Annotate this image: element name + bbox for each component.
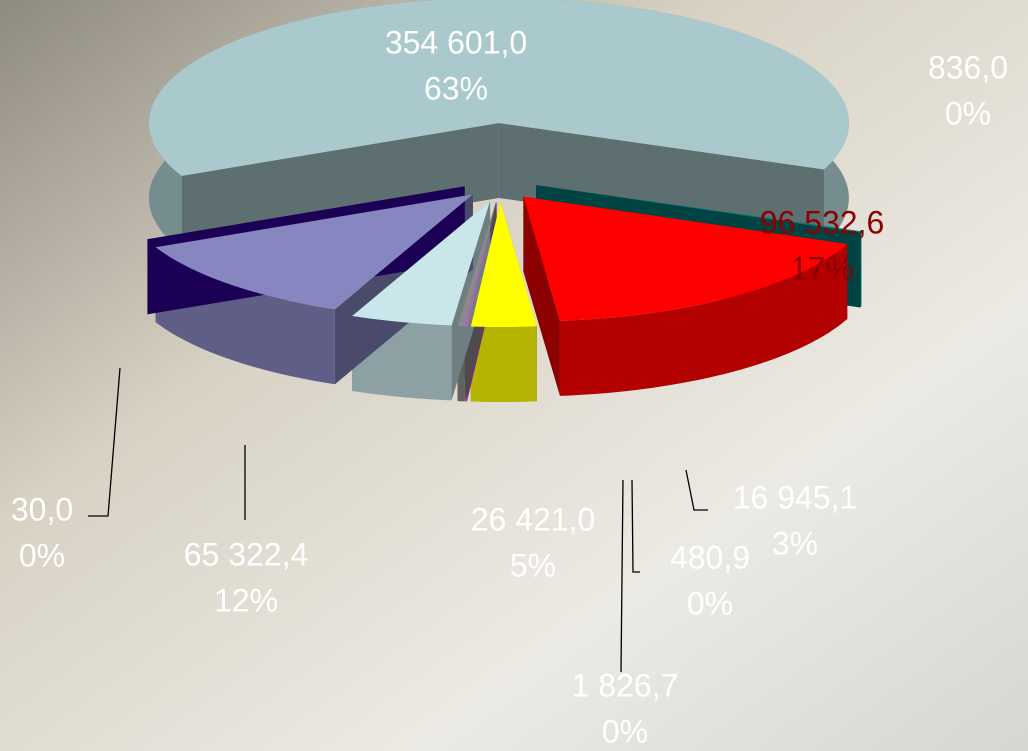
slice-side xyxy=(523,196,560,396)
leader-line xyxy=(620,479,624,673)
slice xyxy=(147,186,465,240)
leader-line xyxy=(88,367,121,517)
value-label: 480,9 xyxy=(670,539,750,575)
percent-label: 12% xyxy=(214,582,278,618)
slice-side xyxy=(470,326,537,402)
slice xyxy=(536,185,862,233)
value-label: 836,0 xyxy=(928,49,1008,85)
slice xyxy=(465,201,497,327)
slice xyxy=(155,194,473,310)
slice xyxy=(148,0,849,176)
value-label: 354 601,0 xyxy=(385,24,527,60)
percent-label: 5% xyxy=(510,547,556,583)
slice xyxy=(352,201,491,326)
value-label: 30,0 xyxy=(11,491,73,527)
slice-tops xyxy=(147,0,862,327)
leader-line xyxy=(631,479,640,573)
value-label: 1 826,7 xyxy=(572,667,679,703)
percent-label: 63% xyxy=(424,70,488,106)
slice-side xyxy=(498,123,824,245)
slice-side xyxy=(559,243,848,396)
value-label: 65 322,4 xyxy=(184,536,309,572)
slice-side xyxy=(860,231,862,308)
slice-side xyxy=(181,123,499,251)
leader-lines xyxy=(88,367,708,673)
percent-label: 0% xyxy=(687,585,733,621)
percent-label: 3% xyxy=(772,525,818,561)
percent-label: 0% xyxy=(945,95,991,131)
percent-label: 0% xyxy=(602,713,648,749)
value-label: 96 532,6 xyxy=(760,204,885,240)
value-label: 26 421,0 xyxy=(471,501,596,537)
percent-label: 17% xyxy=(790,250,854,286)
value-label: 16 945,1 xyxy=(733,479,858,515)
percent-label: 0% xyxy=(19,537,65,573)
slice xyxy=(470,201,537,327)
slice xyxy=(523,196,848,321)
slice xyxy=(457,201,497,327)
labels: 354 601,0 63% 836,0 0% 96 532,6 17% 16 945,1 3%… xyxy=(11,24,1008,749)
leader-line xyxy=(685,469,708,511)
